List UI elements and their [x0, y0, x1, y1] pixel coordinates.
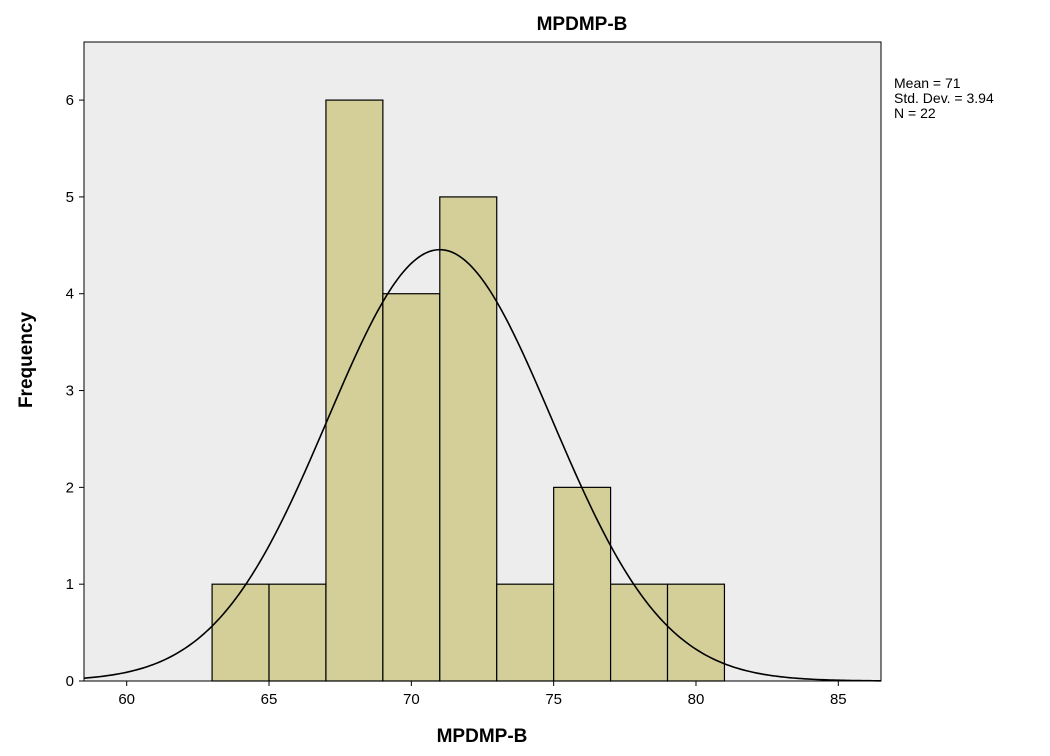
- bars-group: [211, 99, 726, 682]
- histogram-bar-6: [553, 486, 612, 682]
- stats-box: Mean = 71 Std. Dev. = 3.94 N = 22: [894, 75, 994, 121]
- histogram-bar-1: [268, 583, 327, 682]
- histogram-bar-8: [666, 583, 726, 682]
- y-tick-label-5: 5: [66, 189, 74, 206]
- histogram-bar-0: [211, 583, 270, 682]
- stat-n: N = 22: [894, 105, 936, 121]
- y-tick-label-4: 4: [66, 286, 74, 303]
- y-tick-label-1: 1: [66, 576, 74, 593]
- histogram-bar-7: [609, 583, 669, 682]
- stat-mean: Mean = 71: [894, 75, 961, 91]
- histogram-bar-4: [439, 196, 498, 682]
- histogram-bar-5: [496, 583, 555, 682]
- x-tick-label-85: 85: [830, 691, 847, 708]
- x-tick-label-65: 65: [261, 691, 278, 708]
- y-axis: 0 1 2 3 4 5 6: [66, 92, 84, 690]
- normal-curve: [83, 248, 882, 682]
- x-axis-title: MPDMP-B: [437, 726, 528, 747]
- x-tick-label-70: 70: [403, 691, 420, 708]
- histogram-bar-2: [325, 99, 384, 682]
- x-tick-label-60: 60: [118, 691, 135, 708]
- x-tick-label-80: 80: [688, 691, 705, 708]
- chart-title: MPDMP-B: [537, 14, 628, 35]
- y-tick-label-2: 2: [66, 479, 74, 496]
- y-tick-label-3: 3: [66, 383, 74, 400]
- stat-std-dev: Std. Dev. = 3.94: [894, 90, 994, 106]
- y-tick-label-6: 6: [66, 92, 74, 109]
- y-tick-label-0: 0: [66, 673, 74, 690]
- x-axis: 60 65 70 75 80 85: [118, 681, 847, 708]
- histogram-bar-3: [382, 293, 441, 682]
- y-axis-title: Frequency: [16, 312, 37, 409]
- x-tick-label-75: 75: [545, 691, 562, 708]
